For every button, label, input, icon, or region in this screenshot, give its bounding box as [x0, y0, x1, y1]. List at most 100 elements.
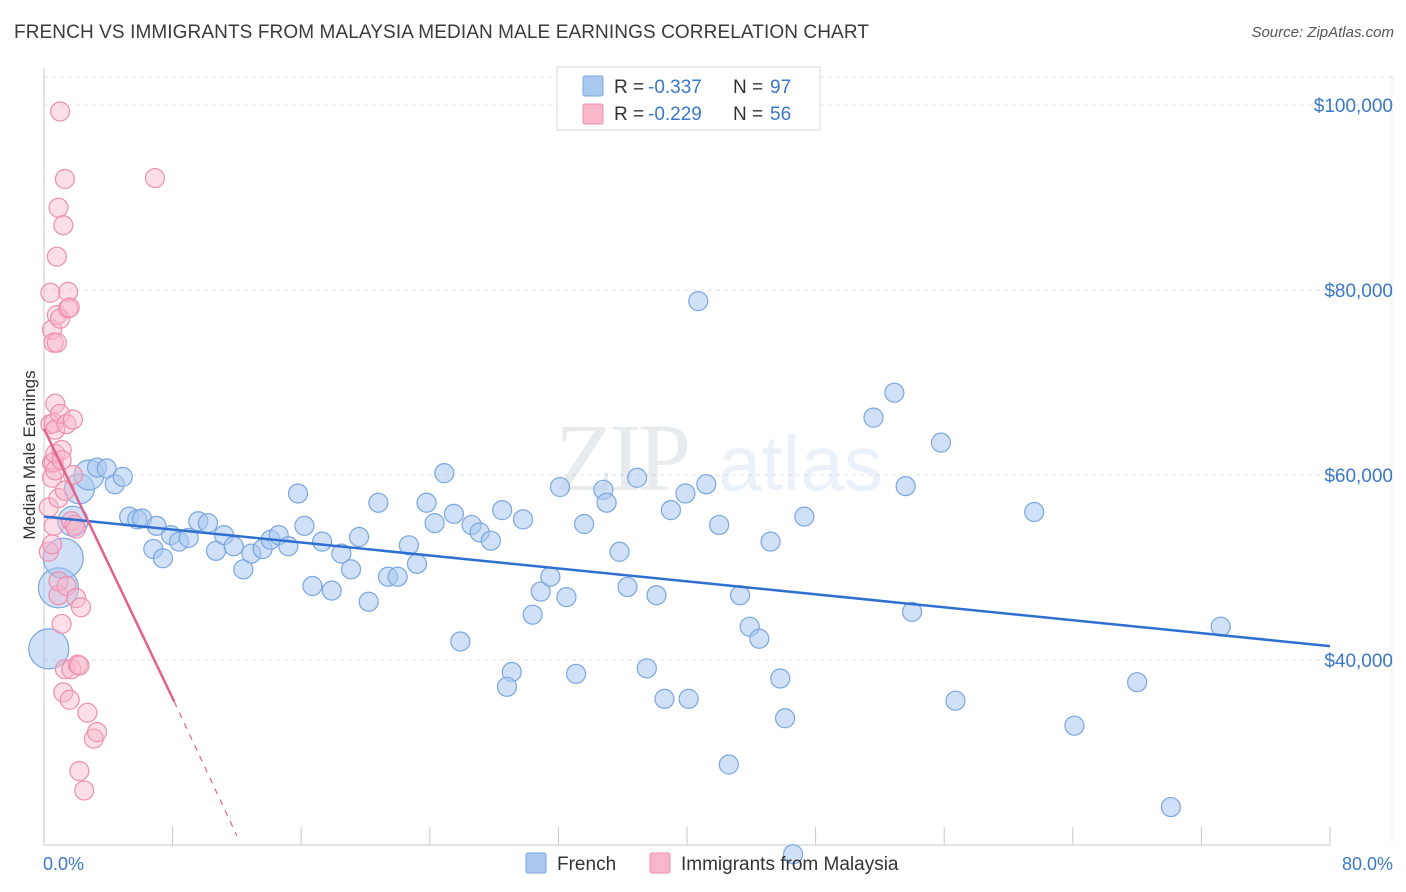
- malaysia-trend-extension: [173, 701, 238, 837]
- french-series-swatch: [525, 852, 547, 874]
- french-point: [636, 658, 657, 679]
- french-r-label: R =: [614, 77, 644, 98]
- x-tick-label-max: 80.0%: [1342, 854, 1393, 874]
- malaysia-point: [41, 534, 63, 555]
- french-point: [540, 566, 561, 587]
- malaysia-point: [58, 298, 79, 319]
- french-point: [696, 474, 717, 495]
- malaysia-point: [46, 246, 67, 267]
- french-series-label: French: [557, 854, 616, 875]
- french-point: [434, 463, 455, 484]
- french-point: [627, 467, 648, 488]
- french-point: [760, 531, 781, 552]
- french-point: [794, 506, 815, 527]
- french-point: [678, 688, 699, 709]
- french-point: [596, 492, 617, 513]
- malaysia-point: [51, 613, 72, 635]
- series-legend: French Immigrants from Malaysia: [525, 852, 899, 875]
- french-point: [450, 631, 471, 652]
- malaysia-point: [46, 332, 67, 353]
- malaysia-point: [69, 655, 90, 676]
- malaysia-r-value: -0.229: [648, 104, 702, 125]
- french-point: [1024, 501, 1045, 523]
- french-point: [311, 531, 333, 552]
- french-point: [302, 575, 323, 597]
- french-point: [223, 536, 244, 557]
- french-point: [387, 566, 408, 587]
- french-point: [368, 492, 389, 513]
- french-point: [287, 483, 309, 504]
- malaysia-point: [49, 101, 71, 122]
- french-point: [294, 515, 315, 536]
- malaysia-legend-swatch: [582, 103, 604, 125]
- malaysia-point: [62, 409, 84, 430]
- french-point: [178, 527, 199, 549]
- french-point: [96, 458, 117, 479]
- malaysia-series-label: Immigrants from Malaysia: [681, 854, 899, 875]
- french-r-value: -0.337: [648, 77, 702, 98]
- french-point: [443, 503, 465, 524]
- french-point: [901, 601, 923, 623]
- french-point: [146, 515, 167, 536]
- y-axis-label: Median Male Earnings: [20, 370, 39, 539]
- french-point: [416, 492, 437, 513]
- malaysia-point: [45, 393, 66, 414]
- french-point: [945, 690, 966, 711]
- chart-title: FRENCH VS IMMIGRANTS FROM MALAYSIA MEDIA…: [14, 22, 870, 43]
- y-tick-label: $100,000: [1314, 96, 1393, 117]
- french-point: [1126, 672, 1148, 693]
- malaysia-point: [58, 281, 79, 302]
- malaysia-point: [54, 168, 75, 190]
- malaysia-point: [59, 297, 80, 318]
- french-point: [233, 559, 254, 580]
- y-tick-label: $80,000: [1324, 281, 1393, 302]
- french-point: [863, 407, 884, 428]
- french-point: [522, 604, 543, 625]
- french-point: [574, 513, 595, 535]
- french-n-label: N =: [733, 77, 763, 98]
- french-point: [1064, 715, 1085, 736]
- watermark-zip: ZIP: [555, 404, 688, 511]
- malaysia-r-label: R =: [614, 104, 644, 125]
- french-point: [42, 537, 84, 579]
- y-tick-labels: $40,000 $60,000 $80,000 $100,000: [1314, 96, 1393, 672]
- french-trend-line: [43, 515, 1331, 648]
- french-points: [28, 291, 1231, 865]
- x-tick-label-min: 0.0%: [43, 854, 84, 874]
- french-point: [152, 548, 174, 569]
- malaysia-points: [38, 101, 166, 801]
- french-point: [782, 844, 804, 865]
- french-point: [197, 512, 219, 534]
- french-point: [358, 591, 379, 612]
- malaysia-trend-line: [42, 428, 176, 703]
- french-point: [398, 535, 420, 556]
- malaysia-point: [66, 518, 87, 539]
- stats-legend: R = -0.337 N = 97 R = -0.229 N = 56: [556, 66, 821, 131]
- french-point: [565, 663, 587, 684]
- french-point: [321, 580, 342, 601]
- y-tick-label: $40,000: [1324, 651, 1393, 672]
- malaysia-point: [74, 780, 95, 801]
- french-point: [28, 628, 70, 670]
- malaysia-point: [48, 197, 69, 218]
- french-n-value: 97: [770, 77, 791, 98]
- french-point: [660, 500, 682, 521]
- malaysia-point: [70, 597, 92, 618]
- french-trend-layer: [43, 515, 1331, 648]
- french-point: [1160, 796, 1181, 818]
- french-point: [348, 526, 370, 548]
- french-point: [480, 530, 501, 551]
- french-point: [749, 628, 770, 649]
- french-point: [406, 553, 428, 574]
- french-point: [331, 543, 352, 564]
- french-point: [930, 432, 952, 453]
- french-point: [646, 585, 667, 606]
- malaysia-point: [77, 702, 98, 723]
- malaysia-point: [86, 722, 108, 743]
- french-point: [496, 676, 518, 697]
- watermark-atlas: atlas: [718, 419, 883, 507]
- french-point: [609, 541, 630, 562]
- french-point: [556, 586, 577, 608]
- malaysia-series-swatch: [649, 852, 671, 874]
